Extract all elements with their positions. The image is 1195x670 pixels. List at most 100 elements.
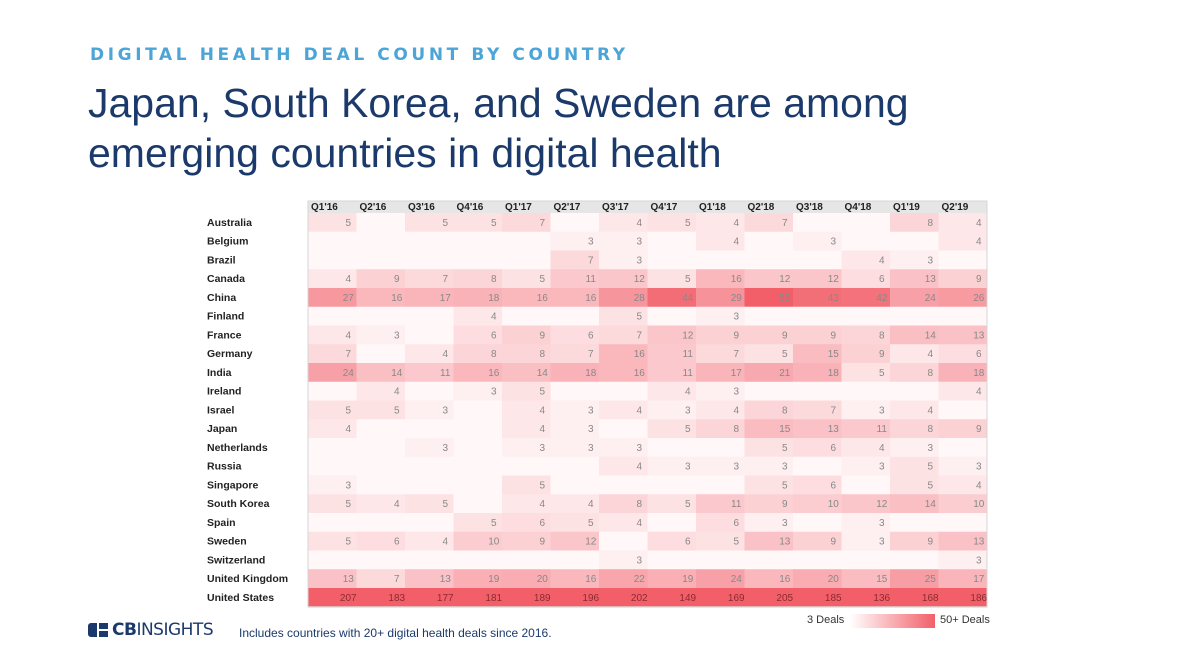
cell-value: 5 [927,462,933,473]
row-label: Ireland [207,386,241,398]
cell-value: 4 [539,499,545,510]
heatmap-cell [744,550,794,570]
cell-value: 7 [588,255,594,266]
cell-value: 29 [731,293,743,304]
heatmap-cell [405,231,454,251]
heatmap-cell [356,269,406,289]
heatmap-cell [696,269,745,289]
heatmap-cell [453,325,503,345]
cell-value: 7 [733,349,739,360]
column-header: Q4'16 [457,202,484,213]
heatmap-cell [841,588,891,608]
heatmap-cell [793,588,842,608]
heatmap-cell [793,438,842,458]
cell-value: 28 [634,293,646,304]
column-header: Q4'18 [845,202,872,213]
cell-value: 16 [731,274,743,285]
heatmap-cell [502,213,551,233]
heatmap-cell [647,438,697,458]
heatmap-cell [696,400,745,420]
cell-value: 5 [345,537,351,548]
heatmap-cell [550,288,600,308]
cell-value: 5 [394,405,400,416]
heatmap-cell [793,456,842,476]
heatmap-cell [744,494,794,514]
heatmap-cell [938,288,988,308]
cell-value: 5 [588,518,594,529]
heatmap-cell [793,306,842,326]
heatmap-cell [405,419,454,439]
heatmap-cell [647,213,697,233]
cell-value: 7 [782,218,788,229]
heatmap-cell [744,400,794,420]
heatmap-cell [453,231,503,251]
cell-value: 5 [539,387,545,398]
heatmap-cell [550,494,600,514]
heatmap-cell [308,569,357,589]
cell-value: 24 [731,574,743,585]
heatmap-cell [308,550,357,570]
heatmap-cell [938,456,988,476]
heatmap-cell [550,550,600,570]
heatmap-cell [647,588,697,608]
heatmap-cell [647,531,697,551]
heatmap-cell [744,381,794,401]
cell-value: 4 [345,274,351,285]
column-header: Q1'19 [893,202,920,213]
heatmap-cell [308,325,357,345]
cell-value: 4 [345,330,351,341]
heatmap-cell [502,400,551,420]
cell-value: 11 [440,368,451,379]
cell-value: 13 [973,537,985,548]
cell-value: 7 [345,349,351,360]
cell-value: 6 [733,518,739,529]
cell-value: 5 [782,349,788,360]
heatmap-cell [308,250,357,270]
heatmap-cell [841,438,891,458]
heatmap-cell [890,550,939,570]
cell-value: 5 [636,312,642,323]
row-label: Germany [207,348,253,360]
cell-value: 6 [394,537,400,548]
cell-value: 8 [539,349,545,360]
cell-value: 5 [685,274,691,285]
heatmap-cell [308,513,357,533]
heatmap-cell [793,288,842,308]
column-header: Q3'16 [408,202,435,213]
cell-value: 5 [927,480,933,491]
heatmap-cell [841,550,891,570]
heatmap-cell [502,475,551,495]
cell-value: 4 [394,387,400,398]
legend-gradient [850,614,935,628]
cell-value: 9 [976,274,982,285]
heatmap-cell [356,325,406,345]
heatmap-cell [841,231,891,251]
cell-value: 3 [976,462,982,473]
heatmap-cell [405,550,454,570]
cell-value: 22 [634,574,646,585]
heatmap-cell [308,288,357,308]
cell-value: 7 [442,274,448,285]
heatmap-cell [841,344,891,364]
cell-value: 14 [925,499,937,510]
cell-value: 18 [973,368,985,379]
heatmap-cell [938,250,988,270]
heatmap-cell [308,344,357,364]
heatmap-cell [841,325,891,345]
cell-value: 7 [830,405,836,416]
heatmap-cell [841,213,891,233]
heatmap-cell [356,475,406,495]
heatmap-cell [696,306,745,326]
heatmap-cell [696,344,745,364]
cell-value: 12 [876,499,888,510]
cell-value: 16 [585,574,597,585]
cell-value: 6 [685,537,691,548]
heatmap-cell [696,456,745,476]
cell-value: 27 [343,293,355,304]
heatmap-cell [550,344,600,364]
heatmap-cell [938,531,988,551]
heatmap-cell [744,288,794,308]
cell-value: 3 [733,462,739,473]
heatmap-cell [405,269,454,289]
